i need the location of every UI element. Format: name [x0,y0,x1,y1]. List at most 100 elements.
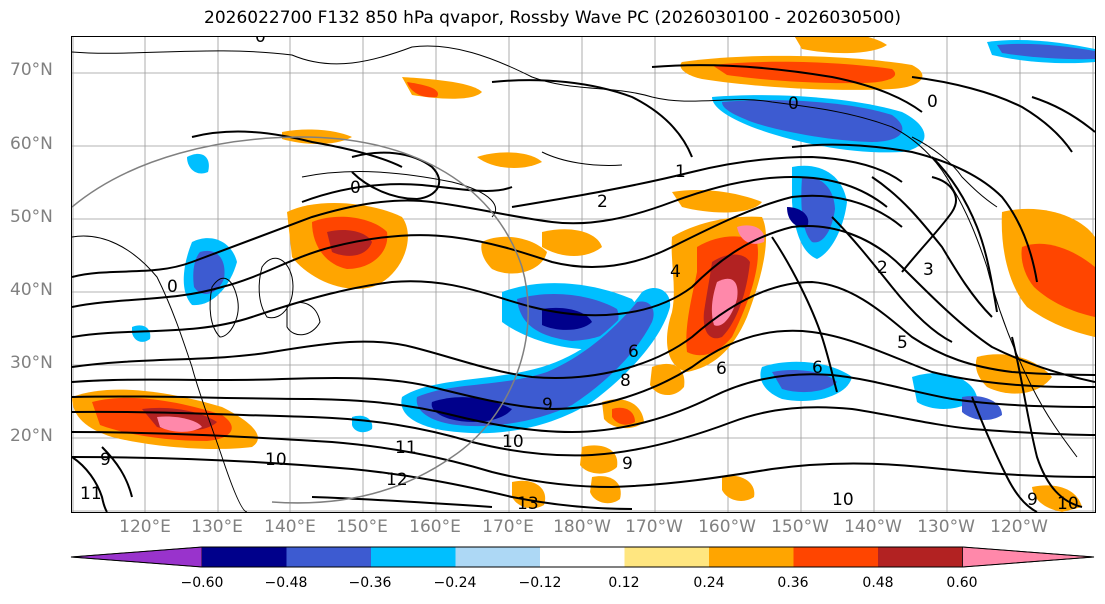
reference-circle [72,136,529,504]
contour-label: 8 [620,371,631,391]
colorbar-segment [455,547,541,567]
chart-title: 2026022700 F132 850 hPa qvapor, Rossby W… [204,8,901,28]
colorbar-tick: 0.48 [862,575,894,591]
colorbar [70,546,1095,568]
contour-label: 4 [670,262,681,282]
contour-label: 13 [517,494,539,512]
contour-label: 2 [597,192,608,212]
shade-cyan [352,415,373,433]
lon-label: 150°W [771,517,829,537]
contour-label: 10 [265,450,287,470]
shade-orange [794,37,887,54]
map-panel: 0 0 0 0 0 1 2 2 3 4 5 6 6 6 8 9 9 9 10 1… [71,36,1096,513]
colorbar-segment [793,547,879,567]
lon-label: 130°E [191,517,243,537]
colorbar-segment [624,547,710,567]
contour-label: 9 [542,395,553,415]
colorbar-tick: 0.12 [608,575,640,591]
shading-layer [72,37,1095,512]
colorbar-segment [371,547,456,567]
contour-label: 0 [927,92,938,112]
shade-orange [542,229,602,256]
lon-label: 180°W [553,517,611,537]
shade-cyan [132,325,151,342]
shade-blue [997,43,1095,60]
colorbar-segment [709,547,794,567]
contour-label: 0 [788,94,799,114]
contour-label: 10 [832,490,854,510]
shade-blue [962,395,1002,421]
shade-blue [722,100,903,142]
lat-label-20: 20°N [10,426,53,446]
lat-label-70: 70°N [10,60,53,80]
lat-label-30: 30°N [10,353,53,373]
contours [72,64,1095,512]
contour-label: 5 [897,333,908,353]
colorbar-tick: −0.24 [433,575,477,591]
shade-pink [157,416,202,432]
lon-label: 150°E [336,517,388,537]
contour-label: 11 [80,484,102,504]
lat-label-40: 40°N [10,280,53,300]
contour-label: 11 [395,438,417,458]
contour-label: 3 [923,260,934,280]
shade-blue [416,301,654,427]
shade-red [612,407,635,425]
shade-pink [711,278,738,326]
colorbar-segment [878,547,963,567]
colorbar-extend-max [962,546,1095,568]
lon-label: 160°E [409,517,461,537]
contour-label: 6 [812,358,823,378]
lat-label-50: 50°N [10,207,53,227]
colorbar-outline [70,546,1095,568]
contour-label: 0 [350,178,361,198]
contour-label: 12 [386,470,408,490]
colorbar-tick: −0.12 [518,575,562,591]
lat-label-60: 60°N [10,134,53,154]
shade-orange [590,476,621,504]
shade-orange [672,190,762,213]
colorbar-tick: 0.36 [777,575,809,591]
contour-label: 9 [1027,490,1038,510]
shade-orange [722,475,755,501]
shade-orange [477,152,542,169]
contour-label: 10 [502,432,524,452]
shade-cyan [187,153,209,174]
contour-label: 2 [877,258,888,278]
colorbar-segment [540,547,625,567]
lon-label: 170°W [625,517,683,537]
contour-label: 1 [675,162,686,182]
lon-label: 140°W [844,517,902,537]
contour-label: 6 [628,342,639,362]
shade-orange [1032,485,1082,512]
lon-label: 140°E [264,517,316,537]
lon-label: 120°E [119,517,171,537]
lon-label: 170°E [482,517,534,537]
contour-label: 9 [622,454,633,474]
shade-orange [481,236,547,274]
contour-label: 0 [255,37,266,47]
colorbar-tick: −0.60 [180,575,224,591]
shade-red [1021,243,1095,317]
shade-orange [650,363,685,396]
contour-label: 10 [1057,494,1079,512]
lon-label: 160°W [698,517,756,537]
colorbar-tick: 0.60 [946,575,978,591]
colorbar-tick: −0.36 [348,575,392,591]
contour-label: 9 [100,450,111,470]
contour-label-group: 0 0 0 0 0 1 2 2 3 4 5 6 6 6 8 9 9 9 10 1… [80,37,1079,512]
shade-navy [787,207,809,228]
shade-red [407,82,438,98]
lon-label: 130°W [917,517,975,537]
shade-navy [542,307,592,330]
shade-orange [580,445,618,474]
colorbar-segment [202,547,287,567]
contour-label: 6 [716,359,727,379]
map-canvas: 0 0 0 0 0 1 2 2 3 4 5 6 6 6 8 9 9 9 10 1… [72,37,1095,512]
colorbar-tick: 0.24 [693,575,725,591]
colorbar-tick: −0.48 [264,575,308,591]
colorbar-segment [286,547,372,567]
colorbar-extend-min [70,546,203,568]
lon-label: 120°W [990,517,1048,537]
contour-label: 0 [167,277,178,297]
